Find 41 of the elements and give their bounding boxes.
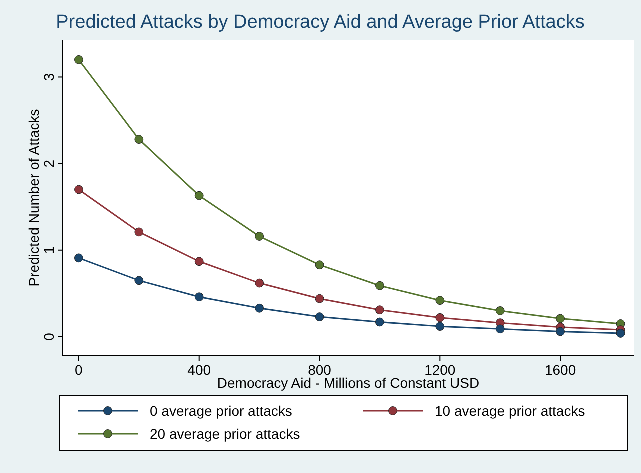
point (376, 318, 384, 327)
point (74, 185, 84, 194)
point (255, 278, 264, 288)
legend-label: 20 average prior attacks (150, 426, 300, 442)
point (496, 306, 505, 316)
point (436, 313, 445, 322)
point (315, 294, 324, 304)
y-tick-label: 1 (41, 246, 57, 254)
chart-title: Predicted Attacks by Democracy Aid and Average Prior Attacks (56, 12, 585, 33)
y-tick-label: 0 (41, 332, 57, 341)
point (255, 232, 264, 241)
x-axis-title: Democracy Aid - Millions of Constant USD (217, 375, 480, 391)
y-tick-label: 3 (41, 73, 57, 82)
legend-label: 10 average prior attacks (435, 403, 586, 419)
point (134, 135, 144, 144)
legend-label: 0 average prior attacks (150, 403, 292, 419)
point (74, 254, 84, 263)
x-tick-label: 1600 (544, 362, 576, 378)
point (436, 322, 445, 332)
point (376, 281, 384, 290)
point (194, 191, 204, 200)
point (134, 276, 144, 286)
point (315, 260, 324, 270)
point (74, 55, 84, 64)
y-tick-label: 2 (41, 160, 57, 168)
point (255, 304, 264, 313)
y-axis-title: Predicted Number of Attacks (26, 109, 42, 287)
point (194, 257, 204, 266)
point (315, 312, 324, 322)
x-tick-label: 800 (308, 362, 332, 378)
x-tick-label: 400 (188, 362, 212, 378)
x-tick-label: 1200 (424, 362, 456, 378)
point (556, 327, 566, 336)
point (616, 329, 626, 338)
point (496, 324, 505, 334)
point (436, 296, 445, 306)
point (194, 292, 204, 302)
point (556, 314, 566, 324)
point (376, 306, 384, 315)
x-tick-label: 0 (75, 362, 84, 378)
point (134, 228, 144, 237)
